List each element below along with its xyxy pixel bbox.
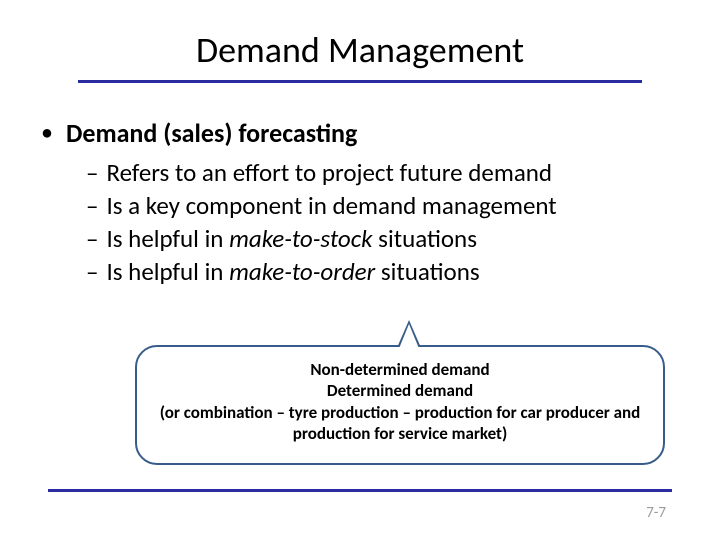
callout-line-1: Non-determined demand xyxy=(151,359,649,380)
sub-bullet-3: – Is helpful in make-to-stock situations xyxy=(86,223,690,254)
dash-icon: – xyxy=(86,157,98,188)
page-number: 7-7 xyxy=(646,504,666,522)
bullet-main-text: Demand (sales) forecasting xyxy=(66,117,357,149)
sub-bullets: – Refers to an effort to project future … xyxy=(86,157,690,287)
sub3-post: situations xyxy=(373,223,477,254)
sub-bullet-2-text: Is a key component in demand management xyxy=(106,190,556,221)
footer-rule xyxy=(48,489,672,492)
slide-title: Demand Management xyxy=(30,28,690,72)
dash-icon: – xyxy=(86,256,98,287)
dash-icon: – xyxy=(86,223,98,254)
callout-text: Non-determined demand Determined demand … xyxy=(151,359,649,444)
title-rule xyxy=(78,80,642,83)
sub-bullet-1: – Refers to an effort to project future … xyxy=(86,157,690,188)
callout: Non-determined demand Determined demand … xyxy=(135,345,665,465)
sub4-em: make-to-order xyxy=(229,256,375,287)
dash-icon: – xyxy=(86,190,98,221)
callout-line-2: Determined demand xyxy=(151,380,649,401)
sub3-em: make-to-stock xyxy=(229,223,372,254)
sub-bullet-1-text: Refers to an effort to project future de… xyxy=(106,157,552,188)
sub-bullet-4: – Is helpful in make-to-order situations xyxy=(86,256,690,287)
sub4-pre: Is helpful in xyxy=(106,256,229,287)
callout-tail-fill xyxy=(398,324,420,351)
slide: Demand Management • Demand (sales) forec… xyxy=(0,0,720,540)
sub4-post: situations xyxy=(375,256,479,287)
sub-bullet-4-text: Is helpful in make-to-order situations xyxy=(106,256,479,287)
sub-bullet-2: – Is a key component in demand managemen… xyxy=(86,190,690,221)
bullet-main: • Demand (sales) forecasting xyxy=(42,117,690,149)
callout-line-3: (or combination – tyre production – prod… xyxy=(151,402,649,445)
sub-bullet-3-text: Is helpful in make-to-stock situations xyxy=(106,223,477,254)
sub3-pre: Is helpful in xyxy=(106,223,229,254)
content-area: • Demand (sales) forecasting – Refers to… xyxy=(42,117,690,287)
callout-box: Non-determined demand Determined demand … xyxy=(135,345,665,465)
bullet-dot-icon: • xyxy=(42,123,52,143)
